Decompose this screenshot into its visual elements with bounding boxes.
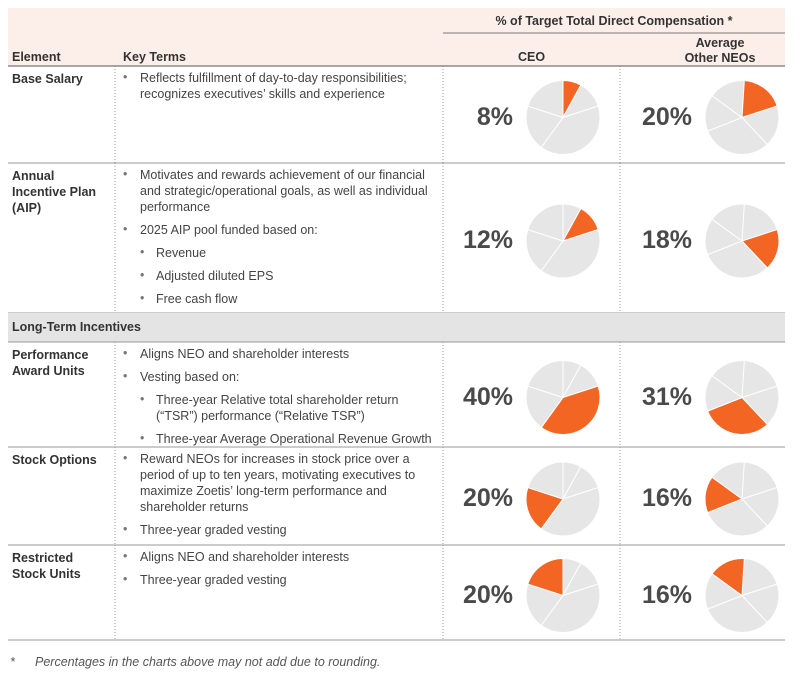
- pie-slice: [741, 105, 780, 146]
- footnote-mark: *: [10, 655, 15, 669]
- pie-slice: [525, 105, 564, 149]
- key-term: Three-year graded vesting: [140, 573, 287, 587]
- element-header: Element: [12, 50, 61, 64]
- header-bg: [8, 8, 785, 66]
- element: Performance Award Units: [12, 348, 89, 378]
- pie-slice-highlight: [711, 558, 745, 597]
- pie-slice: [711, 461, 745, 500]
- percent: 18%: [641, 226, 692, 254]
- comp-title: % of Target Total Direct Compensation *: [495, 14, 733, 28]
- key-term: Aligns NEO and shareholder interests: [140, 347, 350, 361]
- element: Stock Options: [12, 453, 97, 467]
- bullet: •: [123, 346, 128, 360]
- bullet: •: [140, 392, 145, 406]
- bullet: •: [123, 572, 128, 586]
- key-term-sub: Revenue: [156, 246, 207, 260]
- key-term: Motivates and rewards achievement of our…: [140, 168, 428, 214]
- percent: 16%: [641, 484, 692, 512]
- bullet: •: [123, 167, 128, 181]
- section-title: Long-Term Incentives: [12, 320, 141, 334]
- pie-slice-highlight: [527, 557, 564, 597]
- bullet: •: [123, 549, 128, 563]
- pie-slice-highlight: [525, 486, 564, 530]
- pie-slice: [706, 240, 769, 279]
- key-term: Three-year graded vesting: [140, 523, 287, 537]
- bullet: •: [123, 451, 128, 465]
- key-term-sub: Adjusted diluted EPS: [156, 269, 274, 283]
- element: Annual Incentive Plan (AIP): [12, 169, 97, 215]
- key-terms-header: Key Terms: [123, 50, 186, 64]
- key-term: Reflects fulfillment of day-to-day respo…: [140, 71, 407, 101]
- pie-slice: [711, 360, 745, 399]
- pie-slice: [706, 594, 769, 633]
- ceo-header: CEO: [517, 50, 546, 64]
- pie-slice: [711, 203, 745, 242]
- pie-slice: [540, 486, 601, 537]
- pie-slice: [741, 486, 780, 527]
- pie-slice: [706, 116, 769, 155]
- pie-slice: [525, 385, 564, 429]
- pie-slice-highlight: [540, 385, 601, 435]
- percent: 8%: [476, 102, 513, 131]
- bullet: •: [123, 70, 128, 84]
- key-term: Aligns NEO and shareholder interests: [140, 550, 350, 564]
- pie-slice: [525, 583, 564, 627]
- key-term: Reward NEOs for increases in stock price…: [140, 452, 416, 514]
- pie-slice: [540, 105, 601, 155]
- pie-slice: [741, 583, 780, 624]
- element: Restricted Stock Units: [12, 551, 81, 581]
- bullet: •: [140, 291, 145, 305]
- pie-slice: [540, 228, 601, 279]
- bullet: •: [123, 522, 128, 536]
- other-header: Average Other NEOs: [684, 36, 756, 65]
- section-bg: [8, 313, 785, 342]
- pie-slice: [540, 583, 601, 633]
- percent: 31%: [641, 382, 692, 411]
- key-term: 2025 AIP pool funded based on:: [140, 223, 318, 237]
- pie-slice: [741, 385, 780, 426]
- footnote: Percentages in the charts above may not …: [35, 655, 381, 669]
- percent: 40%: [462, 382, 513, 411]
- pie-slice: [527, 203, 564, 242]
- bullet: •: [140, 245, 145, 259]
- bullet: •: [123, 222, 128, 236]
- bullet: •: [123, 369, 128, 383]
- percent: 20%: [462, 580, 513, 609]
- pie-slice: [527, 359, 564, 399]
- pie-slice-highlight: [741, 228, 780, 269]
- percent: 12%: [462, 226, 513, 254]
- key-term: Vesting based on:: [140, 370, 240, 384]
- bullet: •: [140, 431, 145, 445]
- key-term-sub: Three-year Average Operational Revenue G…: [156, 432, 432, 446]
- pie-slice: [711, 80, 745, 119]
- pie-slice-highlight: [706, 396, 769, 435]
- pie-slice: [527, 79, 564, 119]
- percent: 16%: [641, 580, 692, 609]
- element: Base Salary: [12, 72, 83, 86]
- percent: 20%: [641, 102, 692, 131]
- pie-slice: [525, 228, 564, 272]
- key-term-sub: Free cash flow: [156, 292, 238, 306]
- pie-slice: [527, 461, 564, 500]
- percent: 20%: [462, 484, 513, 512]
- pie-slice: [706, 498, 769, 537]
- key-term-sub: Three-year Relative total shareholder re…: [156, 393, 399, 423]
- bullet: •: [140, 268, 145, 282]
